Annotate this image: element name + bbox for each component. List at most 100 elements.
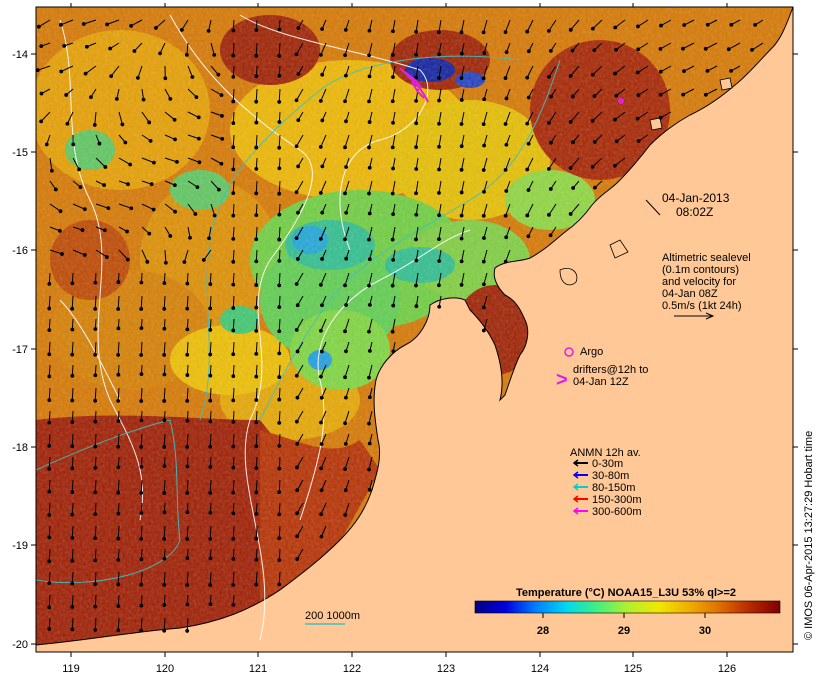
- velocity-arrowhead: [254, 283, 259, 287]
- velocity-arrowhead: [437, 144, 441, 149]
- velocity-arrow: [94, 617, 97, 630]
- velocity-arrowhead: [636, 47, 641, 52]
- velocity-arrowhead: [231, 582, 236, 587]
- velocity-arrow: [415, 111, 419, 124]
- velocity-arrowhead: [344, 349, 348, 354]
- velocity-arrowhead: [147, 120, 152, 125]
- velocity-arrowhead: [139, 603, 144, 608]
- velocity-arrowhead: [367, 28, 372, 33]
- velocity-arrowhead: [570, 48, 575, 53]
- velocity-arrow: [209, 341, 212, 355]
- velocity-arrowhead: [437, 304, 442, 309]
- velocity-arrowhead: [231, 398, 236, 403]
- velocity-arrow: [483, 19, 488, 33]
- velocity-arrowhead: [231, 167, 236, 172]
- velocity-arrowhead: [437, 237, 441, 242]
- anmn-arrow-icon: [572, 507, 579, 515]
- velocity-arrowhead: [503, 122, 508, 126]
- velocity-arrow: [255, 88, 258, 102]
- velocity-arrow: [278, 180, 281, 194]
- velocity-arrow: [72, 157, 80, 170]
- velocity-arrow: [660, 42, 672, 50]
- velocity-arrowhead: [208, 510, 213, 515]
- velocity-arrowhead: [318, 328, 323, 333]
- velocity-arrowhead: [568, 120, 573, 124]
- velocity-arrowhead: [109, 74, 114, 78]
- velocity-arrowhead: [320, 164, 325, 169]
- velocity-arrowhead: [277, 237, 282, 242]
- velocity-arrowhead: [390, 145, 395, 150]
- velocity-arrowhead: [194, 95, 199, 100]
- velocity-arrow: [278, 456, 281, 469]
- velocity-arrowhead: [126, 182, 130, 187]
- velocity-arrow: [49, 249, 63, 255]
- velocity-arrowhead: [116, 628, 121, 633]
- velocity-arrowhead: [705, 68, 710, 73]
- velocity-arrow: [209, 387, 212, 401]
- velocity-arrowhead: [750, 47, 754, 52]
- velocity-arrowhead: [57, 228, 62, 233]
- velocity-arrow: [278, 502, 281, 515]
- velocity-arrowhead: [163, 76, 168, 81]
- velocity-arrowhead: [93, 373, 98, 378]
- velocity-arrowhead: [296, 71, 301, 76]
- velocity-arrow: [461, 157, 465, 170]
- velocity-arrowhead: [116, 511, 121, 516]
- velocity-arrowhead: [319, 466, 323, 471]
- velocity-arrow: [164, 203, 176, 213]
- velocity-arrow: [368, 410, 373, 424]
- velocity-arrow: [232, 387, 235, 401]
- velocity-arrow: [505, 249, 511, 262]
- velocity-arrowhead: [344, 210, 349, 215]
- velocity-arrow: [526, 157, 534, 170]
- anmn-arrow-icon: [572, 471, 579, 479]
- velocity-arrowhead: [208, 444, 213, 449]
- velocity-arrowhead: [70, 398, 75, 403]
- velocity-arrowhead: [70, 512, 75, 517]
- velocity-arrow: [570, 19, 580, 31]
- velocity-arrowhead: [208, 419, 213, 424]
- velocity-arrow: [48, 456, 51, 469]
- velocity-arrow: [548, 65, 557, 78]
- anmn-legend-label: 300-600m: [592, 506, 642, 518]
- altimetry-line: 04-Jan 08Z: [662, 288, 718, 300]
- velocity-arrow: [438, 203, 442, 216]
- velocity-arrowhead: [481, 213, 486, 218]
- velocity-arrowhead: [503, 168, 508, 172]
- velocity-arrow: [548, 203, 557, 216]
- velocity-arrowhead: [254, 328, 259, 333]
- velocity-arrowhead: [390, 237, 395, 242]
- velocity-arrowhead: [318, 236, 323, 241]
- velocity-arrowhead: [254, 466, 259, 471]
- velocity-arrowhead: [82, 207, 87, 212]
- velocity-arrowhead: [78, 185, 83, 189]
- velocity-arrows: [36, 19, 764, 633]
- velocity-arrow: [320, 456, 327, 469]
- altimetry-line: (0.1m contours): [662, 264, 739, 276]
- velocity-arrowhead: [196, 115, 201, 120]
- velocity-arrow: [48, 387, 51, 401]
- velocity-arrowhead: [102, 183, 107, 187]
- velocity-arrowhead: [296, 210, 300, 215]
- velocity-arrowhead: [162, 372, 167, 377]
- velocity-arrowhead: [590, 118, 595, 123]
- velocity-arrowhead: [139, 490, 144, 495]
- velocity-arrowhead: [391, 120, 395, 125]
- velocity-arrowhead: [277, 283, 282, 288]
- velocity-arrowhead: [367, 467, 371, 472]
- velocity-arrowhead: [92, 123, 97, 127]
- velocity-arrow: [278, 42, 281, 56]
- velocity-arrow: [209, 433, 212, 447]
- velocity-arrowhead: [162, 306, 167, 311]
- velocity-arrowhead: [481, 259, 486, 264]
- velocity-arrowhead: [151, 207, 156, 212]
- colorbar-tick-label: 29: [618, 625, 630, 637]
- velocity-arrowhead: [116, 444, 121, 449]
- velocity-arrow: [392, 134, 396, 148]
- velocity-arrowhead: [296, 164, 301, 169]
- velocity-arrow: [526, 65, 534, 78]
- velocity-arrowhead: [93, 536, 98, 541]
- lat-tick-label: -16: [12, 245, 28, 257]
- velocity-arrow: [255, 318, 258, 331]
- velocity-arrow: [117, 525, 120, 539]
